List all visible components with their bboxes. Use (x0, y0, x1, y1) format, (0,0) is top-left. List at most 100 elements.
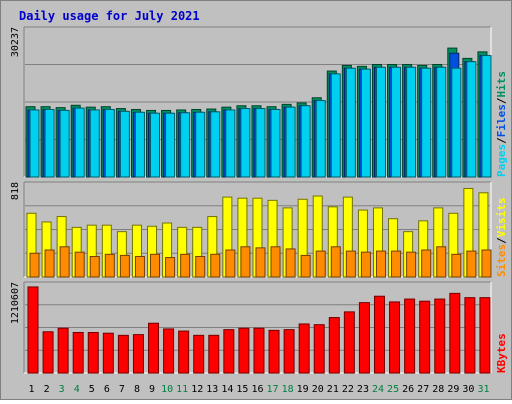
bar-sites-day-12 (195, 255, 206, 278)
bar-sites-day-7 (119, 254, 130, 278)
day-label-28: 28 (432, 384, 444, 395)
bar-sites-day-2 (44, 249, 55, 278)
bar-kbytes-day-25 (389, 301, 401, 374)
day-label-30: 30 (462, 384, 474, 395)
legend-visits-sites: Sites/Visits (495, 198, 508, 278)
bar-pages-day-12 (195, 111, 206, 178)
bar-kbytes-day-17 (268, 329, 280, 374)
legend-entry-hits: Hits (495, 71, 508, 98)
bar-sites-day-30 (466, 250, 477, 278)
y-axis-max-label: 1210607 (10, 282, 21, 324)
legend-entry-files: Files (495, 104, 508, 137)
bar-kbytes-day-14 (223, 329, 235, 374)
day-label-5: 5 (89, 384, 95, 395)
series-visits (26, 187, 489, 278)
bar-kbytes-day-4 (72, 331, 84, 374)
bar-kbytes-day-29 (449, 292, 461, 374)
bar-kbytes-day-8 (132, 334, 144, 374)
bar-sites-day-20 (315, 250, 326, 278)
bar-kbytes-day-6 (102, 332, 114, 374)
bar-kbytes-day-3 (57, 327, 69, 374)
bar-pages-day-25 (391, 66, 402, 178)
bar-sites-day-13 (210, 253, 221, 278)
legend-entry-kbytes: KBytes (495, 333, 508, 373)
bar-sites-day-4 (74, 251, 85, 278)
bar-sites-day-23 (360, 251, 371, 278)
bar-pages-day-9 (150, 112, 161, 178)
bar-sites-day-29 (451, 253, 462, 278)
day-label-1: 1 (29, 384, 35, 395)
day-label-7: 7 (119, 384, 125, 395)
bar-sites-day-14 (225, 249, 236, 278)
bar-pages-day-1 (29, 109, 40, 178)
bar-pages-day-5 (89, 109, 100, 178)
day-label-10: 10 (161, 384, 173, 395)
bar-kbytes-day-12 (193, 334, 205, 374)
day-label-3: 3 (59, 384, 65, 395)
bar-kbytes-day-10 (163, 328, 175, 374)
day-label-20: 20 (312, 384, 324, 395)
legend-hits-files-pages: Pages/Files/Hits (495, 71, 508, 177)
bar-sites-day-15 (240, 246, 251, 278)
bar-kbytes-day-21 (328, 317, 340, 374)
day-label-29: 29 (447, 384, 459, 395)
day-label-27: 27 (417, 384, 429, 395)
series-pages (29, 55, 492, 178)
bar-pages-day-17 (270, 109, 281, 178)
bar-kbytes-day-30 (464, 297, 476, 374)
bar-pages-day-21 (330, 73, 341, 178)
day-label-23: 23 (357, 384, 369, 395)
bar-pages-day-20 (315, 100, 326, 178)
bar-pages-day-23 (360, 68, 371, 178)
day-label-18: 18 (282, 384, 294, 395)
bar-sites-day-25 (391, 250, 402, 278)
bar-kbytes-day-27 (419, 300, 431, 374)
day-label-22: 22 (342, 384, 354, 395)
bar-pages-day-22 (345, 67, 356, 178)
legend-entry-sites: Sites (495, 244, 508, 277)
bar-pages-day-19 (300, 105, 311, 178)
bar-kbytes-day-5 (87, 331, 99, 374)
day-label-19: 19 (297, 384, 309, 395)
bar-pages-day-31 (481, 55, 492, 178)
bar-kbytes-day-26 (404, 298, 416, 374)
day-label-24: 24 (372, 384, 384, 395)
bar-sites-day-17 (270, 246, 281, 278)
bar-pages-day-6 (104, 109, 115, 178)
bar-kbytes-day-2 (42, 331, 54, 374)
bar-sites-day-19 (300, 254, 311, 278)
bar-kbytes-day-24 (373, 295, 385, 374)
bar-kbytes-day-11 (178, 330, 190, 374)
legend-entry-pages: Pages (495, 144, 508, 177)
bar-pages-day-14 (225, 109, 236, 178)
bar-sites-day-22 (345, 250, 356, 278)
bar-sites-day-11 (180, 253, 191, 278)
day-label-2: 2 (44, 384, 50, 395)
bar-sites-day-3 (59, 246, 70, 278)
day-label-12: 12 (191, 384, 203, 395)
bar-sites-day-31 (481, 249, 492, 278)
day-label-16: 16 (251, 384, 263, 395)
legend-separator: / (495, 137, 508, 144)
day-label-26: 26 (402, 384, 414, 395)
day-label-25: 25 (387, 384, 399, 395)
bar-sites-day-5 (89, 255, 100, 278)
bar-pages-day-26 (406, 66, 417, 178)
bar-kbytes-day-1 (27, 286, 39, 374)
bar-kbytes-day-23 (358, 302, 370, 374)
bar-pages-day-24 (375, 66, 386, 178)
series-kbytes (27, 286, 491, 374)
bar-kbytes-day-18 (283, 329, 295, 374)
bar-pages-day-15 (240, 108, 251, 178)
bar-kbytes-day-7 (117, 334, 129, 374)
legend-separator: / (495, 237, 508, 244)
bar-kbytes-day-28 (434, 298, 446, 374)
bar-sites-day-28 (436, 246, 447, 278)
bar-pages-day-3 (59, 109, 70, 178)
y-axis-max-label: 30237 (10, 27, 21, 57)
y-axis-max-label: 818 (10, 182, 21, 200)
bar-pages-day-27 (421, 67, 432, 178)
chart-panels: 30237Pages/Files/Hits818Sites/Visits1210… (10, 26, 508, 374)
